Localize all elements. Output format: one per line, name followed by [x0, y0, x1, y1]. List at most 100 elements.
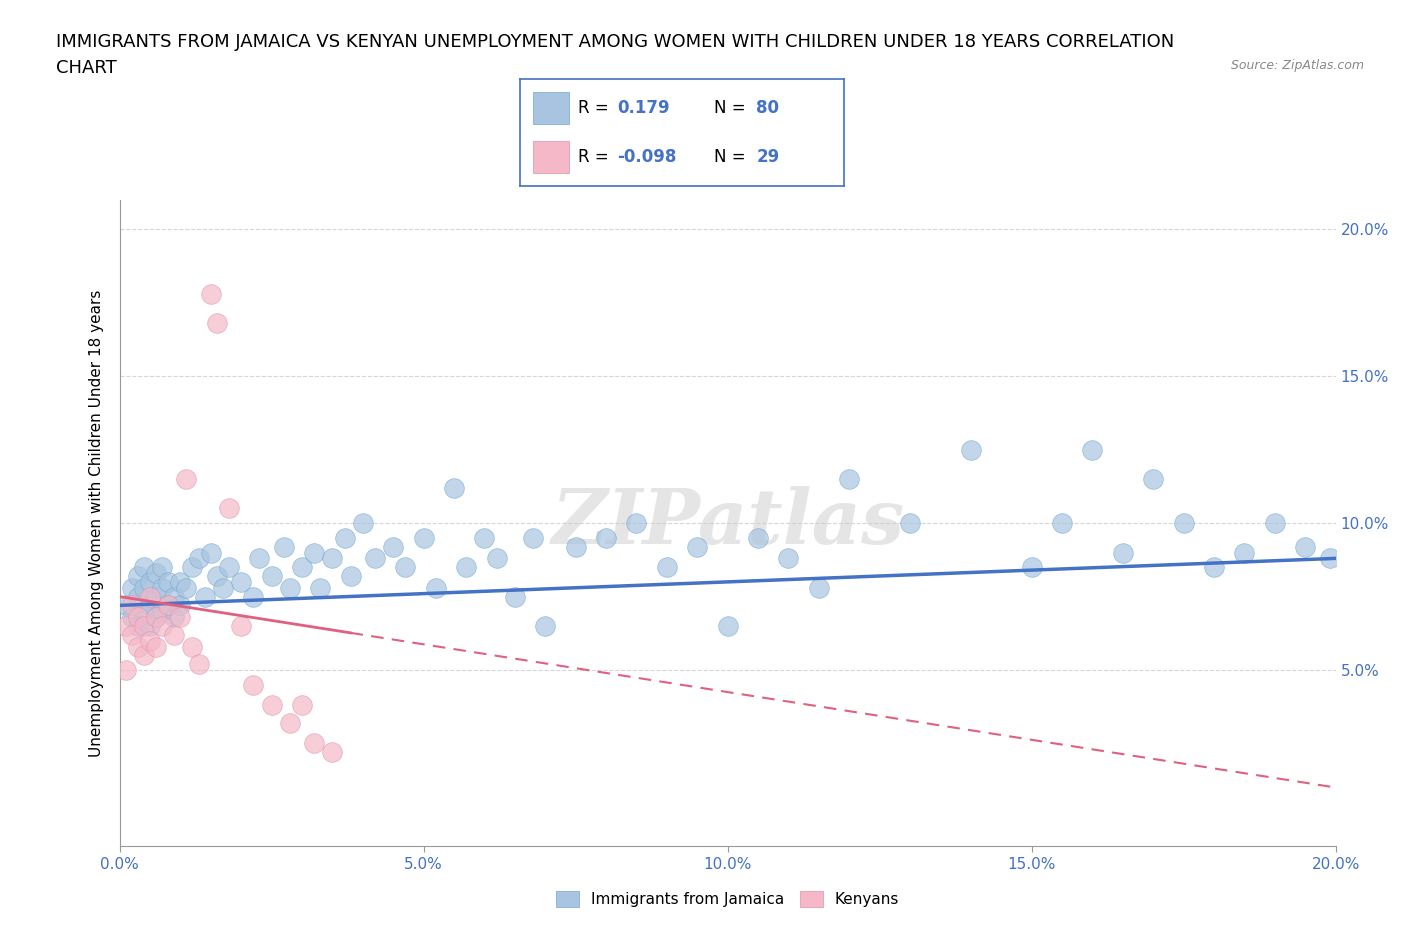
Point: [169, 598, 191, 613]
Point: [321, 745, 343, 760]
Y-axis label: Unemployment Among Women with Children Under 18 years: Unemployment Among Women with Children U…: [89, 289, 104, 757]
Point: [157, 598, 180, 613]
Text: N =: N =: [714, 148, 751, 166]
Point: [838, 472, 860, 486]
Point: [564, 539, 586, 554]
Point: [139, 575, 162, 590]
Point: [200, 545, 222, 560]
Text: R =: R =: [578, 148, 614, 166]
Point: [145, 639, 167, 654]
Point: [321, 551, 343, 565]
Point: [1204, 560, 1226, 575]
Text: CHART: CHART: [56, 59, 117, 76]
Point: [127, 610, 149, 625]
Point: [260, 568, 283, 583]
Point: [212, 580, 235, 595]
Point: [163, 628, 186, 643]
Point: [132, 560, 155, 575]
Point: [127, 568, 149, 583]
Point: [231, 618, 253, 633]
Point: [1173, 516, 1195, 531]
Point: [425, 580, 447, 595]
Point: [291, 560, 314, 575]
Point: [169, 610, 191, 625]
Point: [121, 610, 143, 625]
Point: [132, 618, 155, 633]
Point: [163, 589, 186, 604]
Point: [132, 604, 155, 618]
Point: [443, 481, 465, 496]
Point: [655, 560, 678, 575]
Text: ZIPatlas: ZIPatlas: [551, 486, 904, 560]
Point: [333, 530, 356, 545]
Point: [163, 610, 186, 625]
Text: N =: N =: [714, 99, 751, 117]
Point: [898, 516, 921, 531]
Point: [534, 618, 557, 633]
Point: [747, 530, 769, 545]
Point: [145, 565, 167, 580]
Point: [717, 618, 740, 633]
Point: [278, 715, 301, 730]
Point: [139, 633, 162, 648]
Point: [121, 628, 143, 643]
Point: [1050, 516, 1073, 531]
Point: [121, 580, 143, 595]
Point: [121, 598, 143, 613]
Point: [352, 516, 374, 531]
Point: [181, 560, 204, 575]
Point: [302, 736, 325, 751]
Point: [382, 539, 405, 554]
Point: [247, 551, 270, 565]
Point: [309, 580, 332, 595]
Point: [960, 443, 983, 458]
Legend: Immigrants from Jamaica, Kenyans: Immigrants from Jamaica, Kenyans: [550, 884, 905, 913]
Point: [150, 580, 173, 595]
Point: [1021, 560, 1043, 575]
Point: [302, 545, 325, 560]
Point: [626, 516, 648, 531]
Point: [200, 286, 222, 301]
Point: [686, 539, 709, 554]
Point: [456, 560, 478, 575]
Point: [145, 610, 167, 625]
Point: [150, 618, 173, 633]
Point: [412, 530, 434, 545]
Point: [595, 530, 617, 545]
Point: [1142, 472, 1164, 486]
Text: 0.179: 0.179: [617, 99, 669, 117]
Point: [114, 618, 136, 633]
Point: [139, 589, 162, 604]
Text: 80: 80: [756, 99, 779, 117]
Point: [1081, 443, 1104, 458]
Point: [194, 589, 217, 604]
Point: [242, 589, 264, 604]
Point: [218, 501, 240, 516]
Point: [157, 575, 180, 590]
Point: [139, 618, 162, 633]
Point: [181, 639, 204, 654]
Text: Source: ZipAtlas.com: Source: ZipAtlas.com: [1230, 59, 1364, 72]
Point: [1233, 545, 1256, 560]
Point: [132, 580, 155, 595]
Point: [1294, 539, 1316, 554]
Point: [503, 589, 526, 604]
Point: [472, 530, 496, 545]
Point: [127, 589, 149, 604]
Point: [150, 604, 173, 618]
Point: [187, 657, 209, 671]
Point: [278, 580, 301, 595]
Point: [127, 639, 149, 654]
Point: [273, 539, 295, 554]
Point: [485, 551, 508, 565]
Text: IMMIGRANTS FROM JAMAICA VS KENYAN UNEMPLOYMENT AMONG WOMEN WITH CHILDREN UNDER 1: IMMIGRANTS FROM JAMAICA VS KENYAN UNEMPL…: [56, 33, 1174, 50]
Point: [1264, 516, 1286, 531]
Point: [364, 551, 387, 565]
Point: [169, 575, 191, 590]
Point: [291, 698, 314, 712]
Point: [807, 580, 830, 595]
Point: [187, 551, 209, 565]
Point: [522, 530, 544, 545]
Point: [114, 662, 136, 677]
Point: [157, 598, 180, 613]
